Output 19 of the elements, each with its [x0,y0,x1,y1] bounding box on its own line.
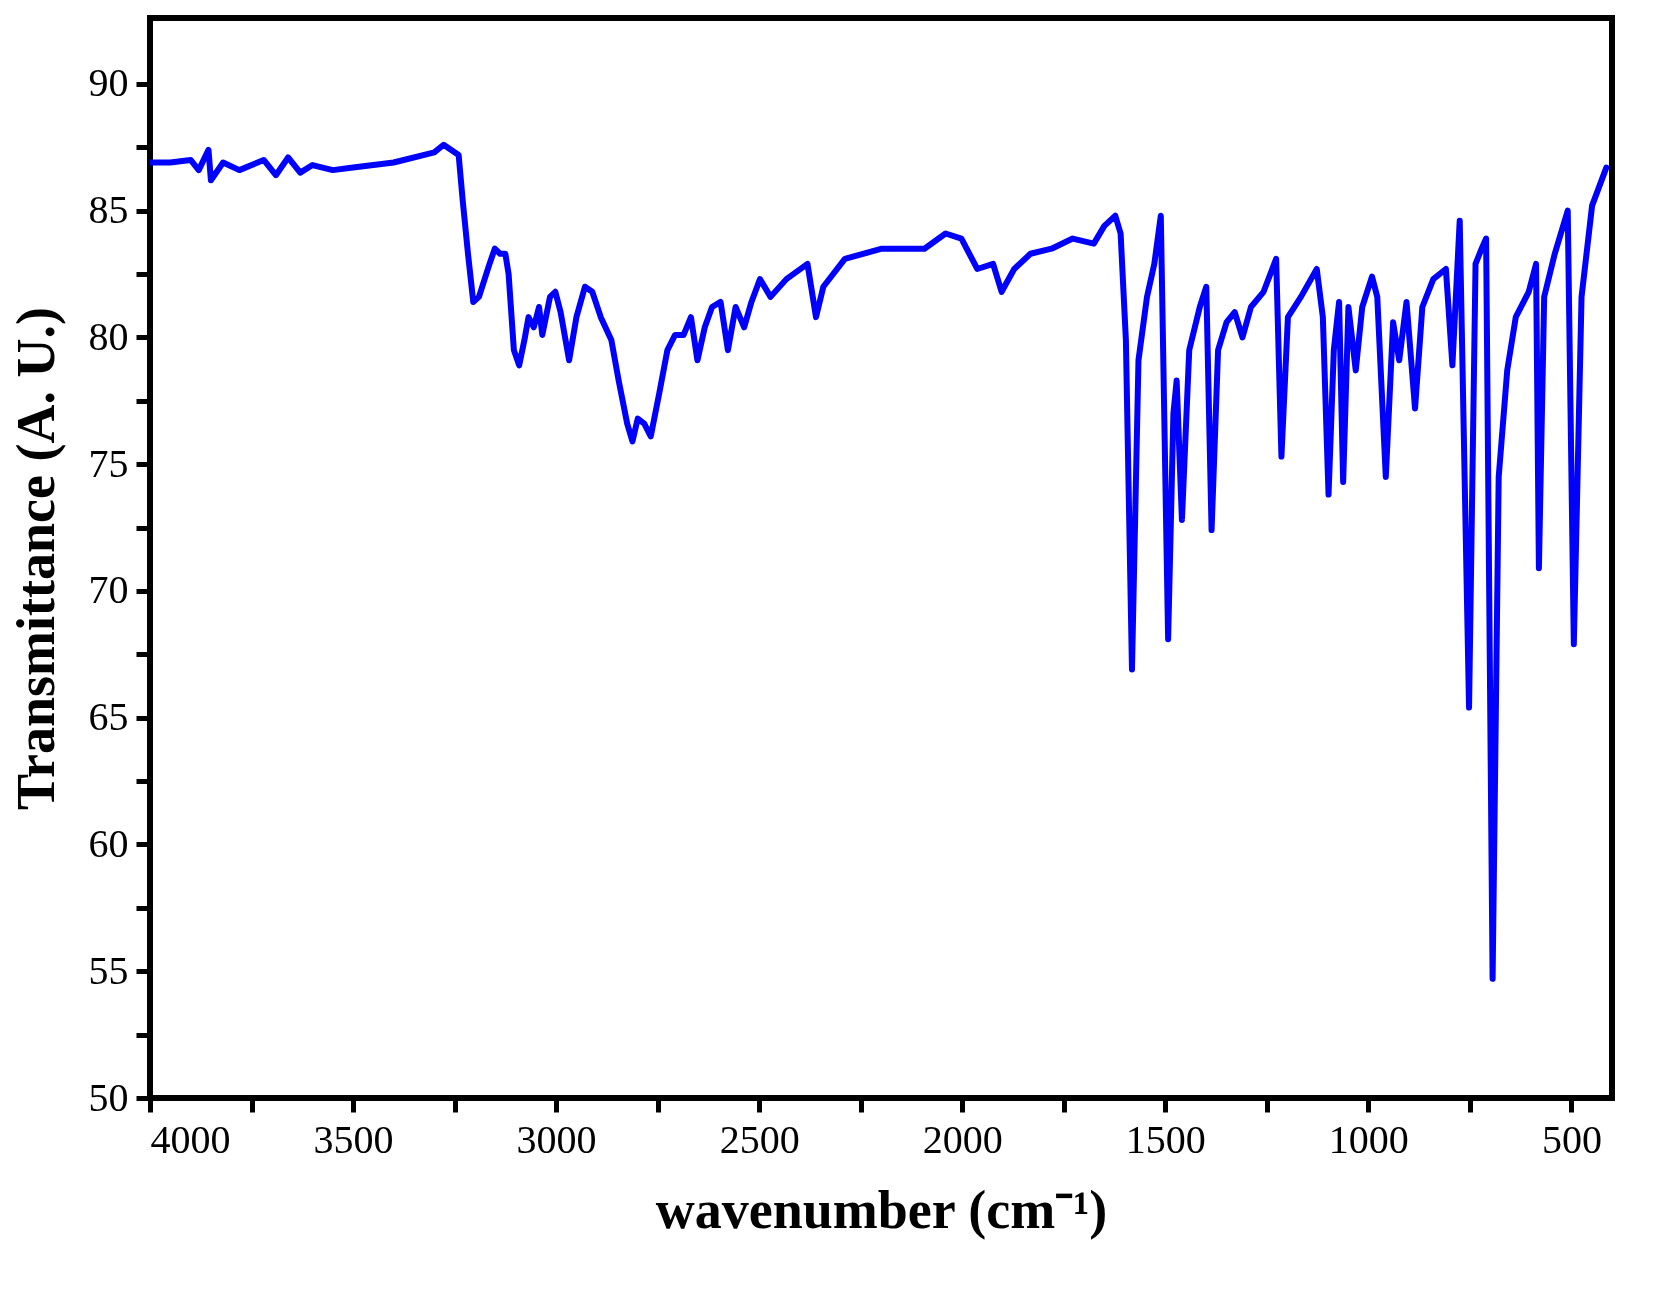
y-tick-label: 85 [88,187,129,233]
x-tick-label: 4000 [150,1116,231,1162]
x-tick-label: 3500 [313,1116,394,1162]
y-tick-label: 80 [88,313,129,359]
x-tick-label: 2000 [922,1116,1003,1162]
x-axis-title: wavenumber (cm⁻¹) [655,1179,1108,1240]
x-tick-label: 1000 [1328,1116,1409,1162]
y-tick-label: 55 [88,947,129,993]
x-tick-label: 1500 [1125,1116,1206,1162]
y-tick-label: 90 [88,60,129,106]
x-tick-label: 2500 [719,1116,800,1162]
y-tick-label: 60 [88,820,129,866]
y-axis-title: Transmittance (A. U.) [5,307,66,810]
x-tick-label: 3000 [516,1116,597,1162]
y-tick-label: 65 [88,694,129,740]
y-tick-label: 50 [88,1074,129,1120]
y-tick-label: 75 [88,440,129,486]
x-tick-label: 500 [1541,1116,1602,1162]
y-tick-label: 70 [88,567,129,613]
